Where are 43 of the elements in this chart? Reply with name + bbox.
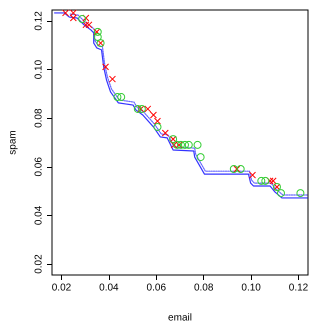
point [184, 140, 193, 149]
point [94, 32, 102, 41]
y-axis-title: spam [8, 130, 18, 155]
point [150, 112, 157, 119]
x-tick-label: 0.08 [194, 282, 214, 294]
point [144, 105, 152, 112]
x-tick-label: 0.06 [146, 282, 166, 294]
point [113, 93, 122, 102]
point [233, 166, 240, 172]
point [257, 176, 266, 185]
point [154, 118, 161, 125]
point [85, 21, 92, 28]
point [162, 130, 169, 137]
point [266, 177, 274, 184]
point [194, 140, 202, 149]
y-tick-label: 0.02 [34, 254, 44, 274]
point [261, 176, 270, 185]
y-tick-label: 0.04 [34, 205, 44, 226]
point [180, 140, 189, 149]
y-tick-label: 0.06 [34, 156, 44, 177]
point [62, 9, 70, 16]
point [108, 76, 116, 83]
point [230, 165, 238, 173]
point [78, 15, 86, 23]
point [173, 140, 182, 149]
y-tick-label: 0.08 [34, 108, 44, 128]
y-tick-label: 0.12 [34, 10, 44, 31]
y-tick-label: 0.10 [34, 59, 44, 80]
point [296, 189, 304, 198]
point [249, 172, 256, 179]
x-tick-label: 0.02 [52, 282, 72, 294]
x-axis-title: email [168, 312, 192, 324]
point [236, 165, 245, 173]
point [153, 122, 162, 131]
x-tick-label: 0.10 [241, 282, 262, 294]
x-tick-label: 0.12 [288, 282, 309, 294]
point [270, 177, 277, 184]
point [196, 153, 205, 162]
point [117, 93, 126, 102]
point [134, 104, 142, 113]
point [276, 189, 285, 198]
point [102, 63, 110, 70]
x-tick-label: 0.04 [99, 282, 120, 294]
